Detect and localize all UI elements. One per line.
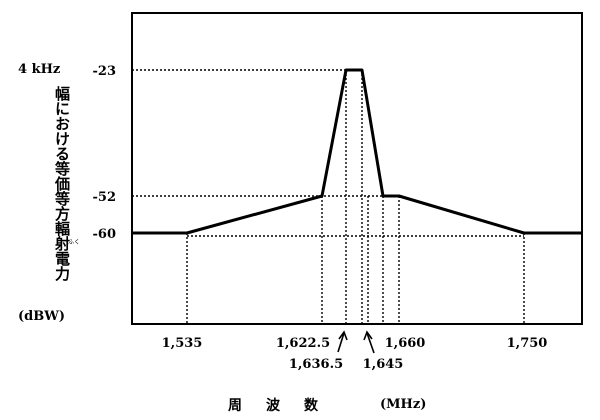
x-tick-label: 1,645 <box>363 357 404 372</box>
x-tick-label: 1,535 <box>162 336 203 351</box>
x-axis-unit: (MHz) <box>380 397 427 412</box>
x-tick-labels: 1,535 1,622.5 1,660 1,750 1,636.5 1,645 <box>162 336 548 372</box>
y-tick-labels: -23 -52 -60 <box>93 64 117 242</box>
y-axis-title: 幅における等価等方輻射電力 <box>53 86 71 281</box>
x-tick-label: 1,750 <box>507 336 548 351</box>
arrow-1645-head <box>363 330 373 341</box>
y-tick-label: -60 <box>93 227 117 242</box>
y-axis-unit: (dBW) <box>18 309 65 324</box>
y-tick-label: -52 <box>93 190 117 205</box>
y-axis-furigana: ふく <box>68 239 81 246</box>
plot-border <box>131 12 583 325</box>
x-axis-title: 周波数 <box>228 398 342 414</box>
y-tick-label: -23 <box>93 64 117 79</box>
tick-arrows <box>337 330 375 354</box>
series-layer <box>132 68 582 235</box>
x-tick-label: 1,636.5 <box>289 357 343 372</box>
arrow-1636-5 <box>337 332 345 353</box>
series-line <box>132 68 582 235</box>
plot-frame <box>131 12 583 325</box>
x-tick-label: 1,622.5 <box>276 336 330 351</box>
x-tick-label: 1,660 <box>385 336 426 351</box>
guide-lines <box>132 69 525 324</box>
arrow-1636-5-head <box>338 330 348 341</box>
arrow-1645 <box>366 332 375 354</box>
y-axis-bandwidth-label: 4 kHz <box>18 62 61 77</box>
